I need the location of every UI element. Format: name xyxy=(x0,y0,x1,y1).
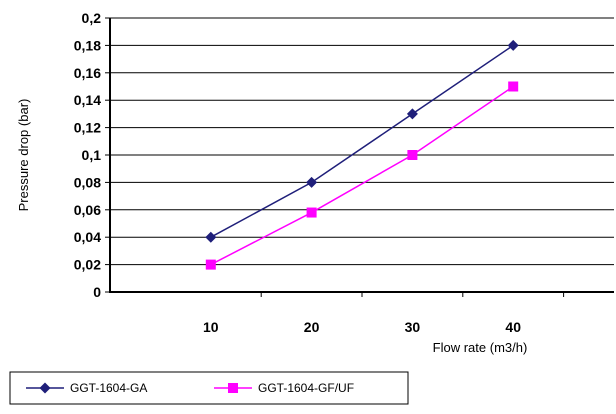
series-1 xyxy=(205,39,519,243)
y-axis-title: Pressure drop (bar) xyxy=(16,99,31,212)
y-axis-ticks: 0 0,02 0,04 0,06 0,08 0,1 0,12 0,14 0,16 0,18 0,2 xyxy=(74,10,101,300)
x-axis-title: Flow rate (m3/h) xyxy=(433,340,528,355)
legend: GGT-1604-GA GGT-1604-GF/UF xyxy=(9,371,409,405)
grid xyxy=(110,17,614,266)
data-point xyxy=(205,231,217,243)
data-point xyxy=(508,81,519,92)
y-tick-label: 0,08 xyxy=(74,174,101,190)
data-point xyxy=(205,259,216,270)
series xyxy=(205,39,519,270)
x-tick-label: 20 xyxy=(304,319,320,335)
data-point xyxy=(306,176,318,188)
y-tick-label: 0,12 xyxy=(74,120,101,136)
data-point xyxy=(406,108,418,120)
x-tick-label: 30 xyxy=(405,319,421,335)
data-point xyxy=(507,39,519,51)
series-line xyxy=(210,44,514,238)
y-tick-label: 0,18 xyxy=(74,37,101,53)
x-tick-label: 10 xyxy=(203,319,219,335)
legend-label: GGT-1604-GF/UF xyxy=(258,381,354,395)
x-axis-ticks: 10 20 30 40 xyxy=(203,319,521,335)
series-2 xyxy=(205,81,519,270)
y-tick-label: 0,2 xyxy=(82,10,102,26)
y-tick-label: 0,14 xyxy=(74,92,101,108)
y-tick-label: 0,06 xyxy=(74,202,101,218)
y-tick-label: 0,1 xyxy=(82,147,102,163)
x-tick-label: 40 xyxy=(505,319,521,335)
legend-marker xyxy=(39,382,51,394)
legend-label: GGT-1604-GA xyxy=(70,381,147,395)
data-point xyxy=(407,150,418,160)
data-point xyxy=(306,207,317,218)
series-line xyxy=(210,85,514,266)
y-tick-label: 0,02 xyxy=(74,257,101,273)
legend-box xyxy=(9,371,409,405)
axes xyxy=(105,17,614,297)
legend-marker xyxy=(228,383,238,393)
y-tick-label: 0 xyxy=(93,284,101,300)
y-tick-label: 0,04 xyxy=(74,229,101,245)
y-tick-label: 0,16 xyxy=(74,65,101,81)
